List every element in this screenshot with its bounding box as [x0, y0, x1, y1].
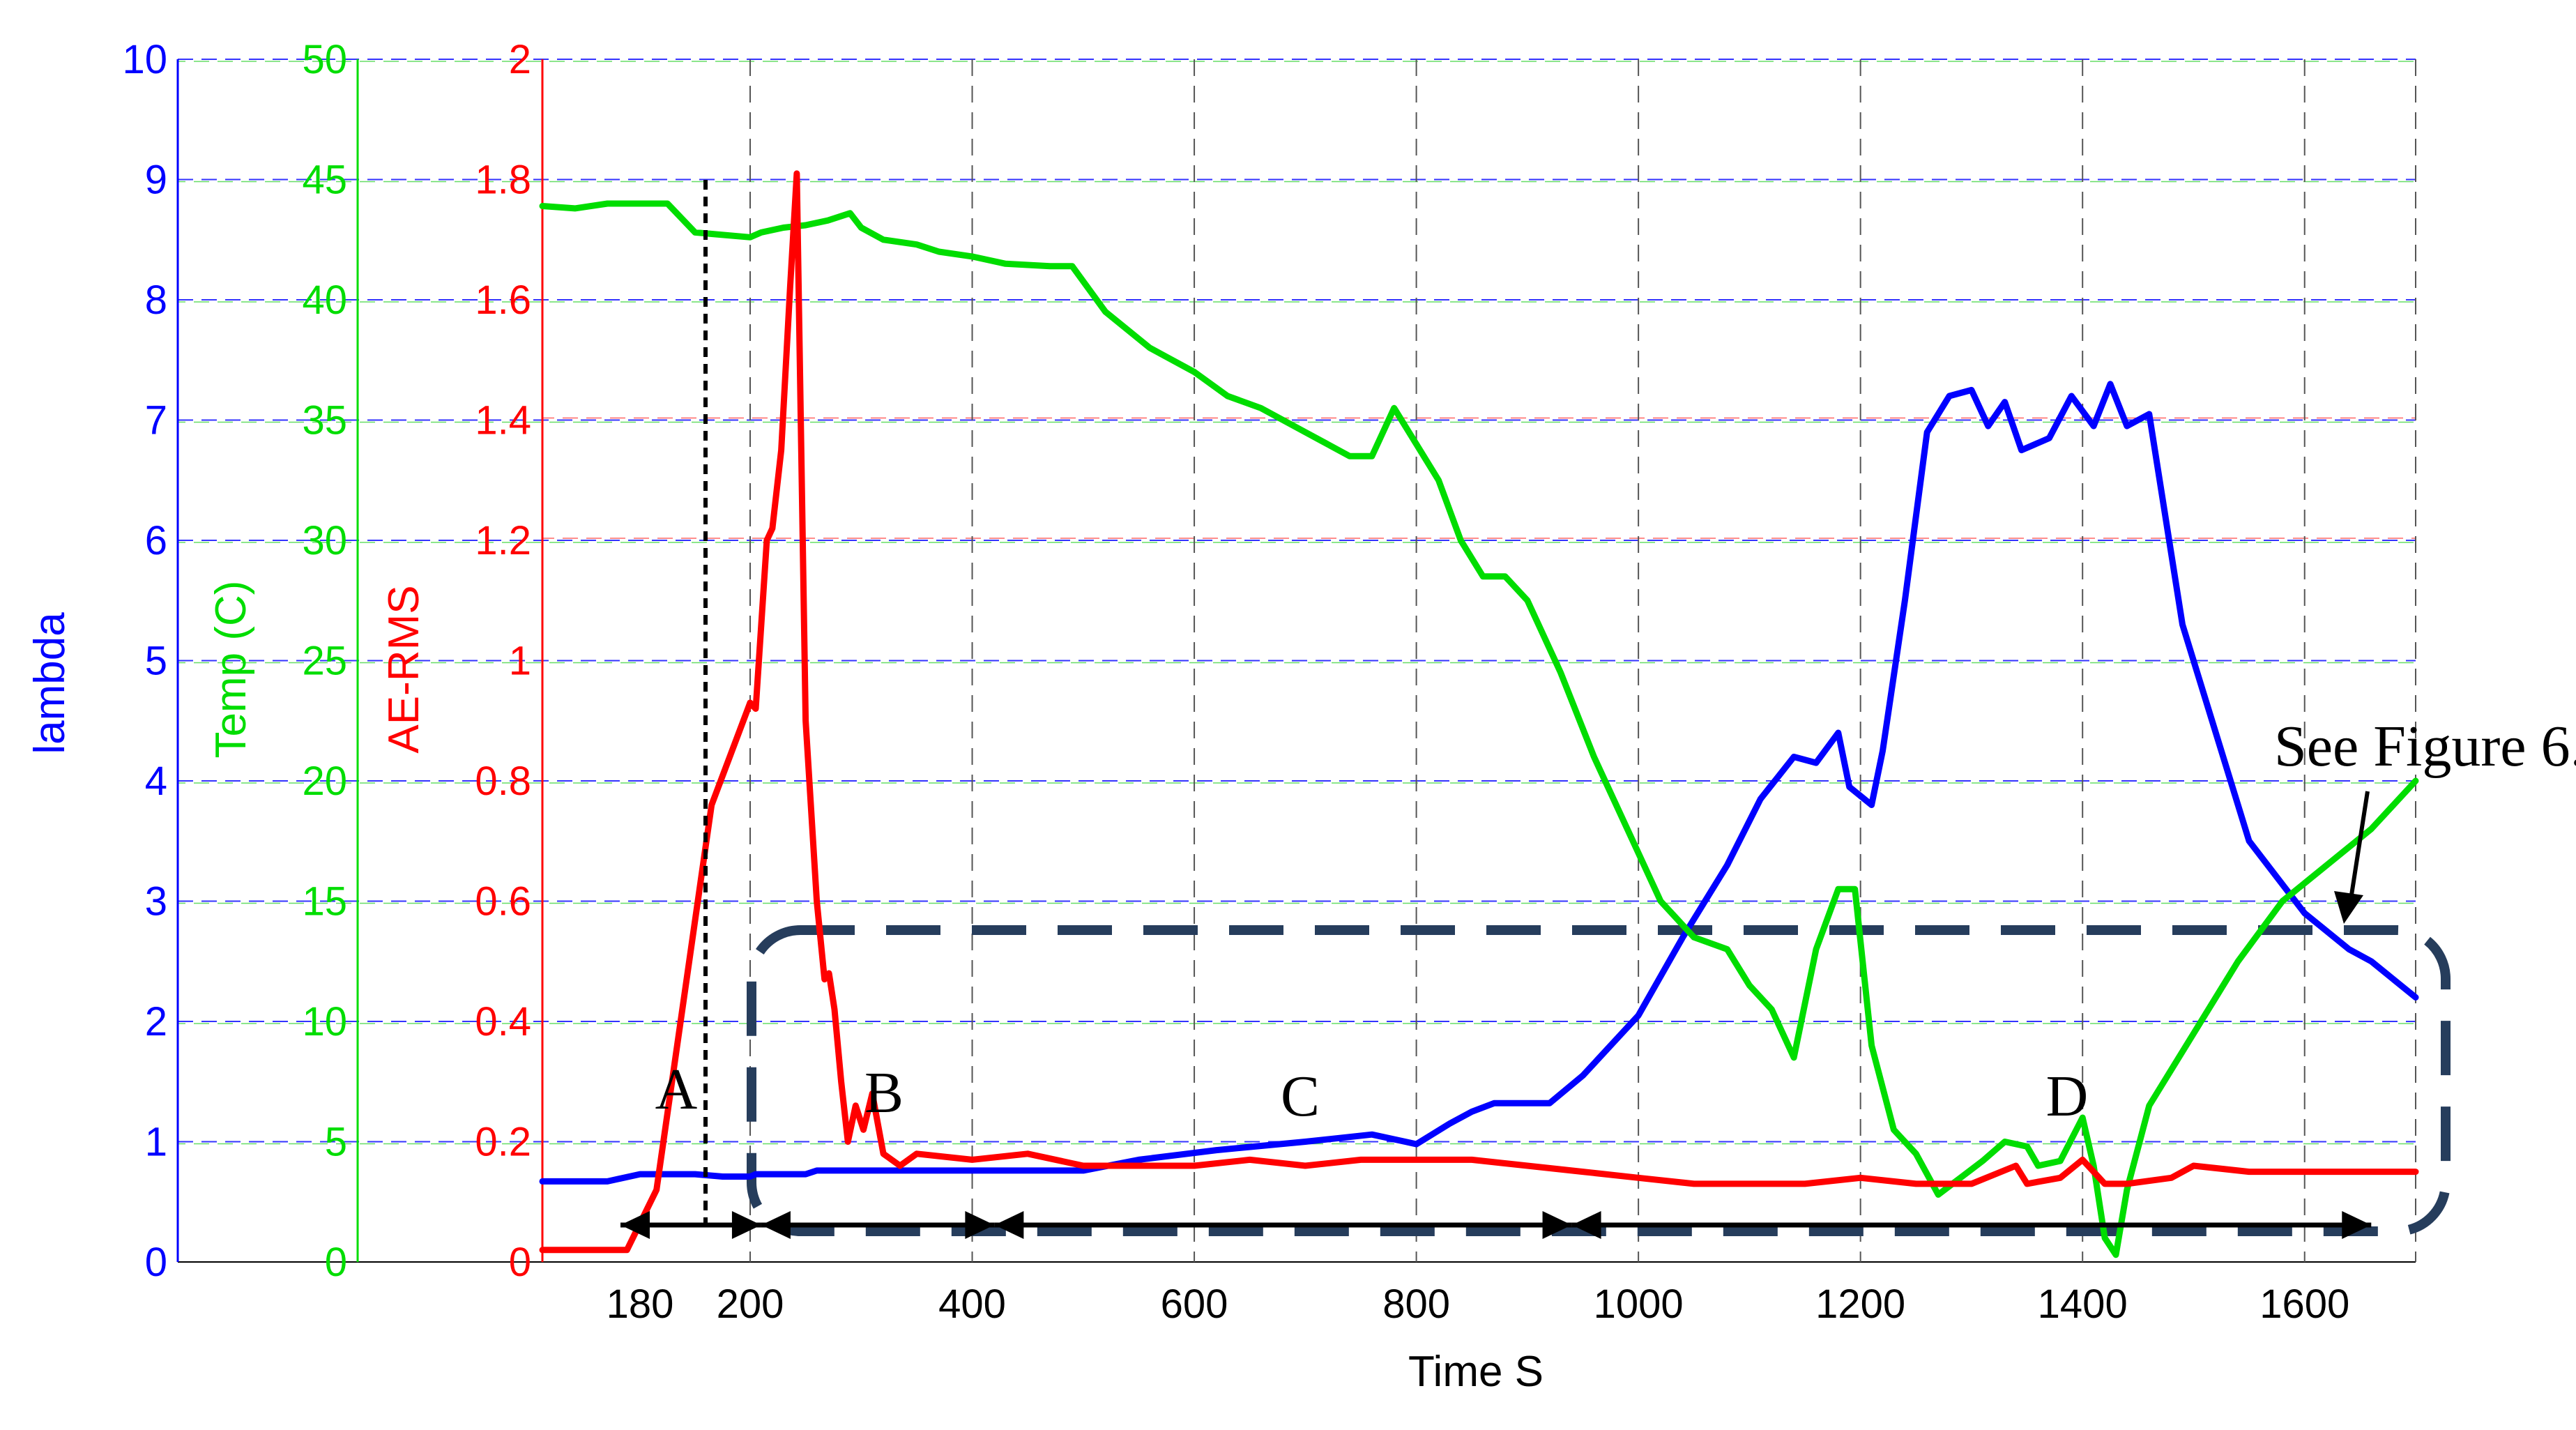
series-group	[539, 170, 2419, 1258]
ae-tick-label: 0.8	[475, 759, 531, 804]
h-gridline	[178, 178, 2416, 183]
temp-tick-label: 20	[302, 759, 347, 804]
h-gridline	[178, 538, 2416, 543]
lambda-tick-labels: 0 1 2 3 4 5 6 7 8 9 10	[122, 37, 167, 1285]
phase-label-D: D	[2046, 1064, 2089, 1129]
temp-tick-label: 15	[302, 879, 347, 925]
x-tick-label: 400	[938, 1281, 1006, 1327]
lambda-tick-label: 3	[145, 879, 167, 925]
lambda-tick-label: 9	[145, 158, 167, 203]
temp-tick-label: 35	[302, 398, 347, 443]
temp-tick-label: 30	[302, 518, 347, 563]
annotation-arrow-head	[2334, 891, 2363, 924]
h-gridline	[178, 780, 2416, 784]
ae-tick-label: 1	[509, 639, 531, 684]
ae-tick-label: 2	[509, 37, 531, 82]
temp-series-line	[539, 200, 2419, 1258]
h-gridline	[178, 660, 2416, 664]
x-tick-label: 200	[717, 1281, 784, 1327]
ae-tick-label: 1.8	[475, 158, 531, 203]
x-tick-label: 800	[1382, 1281, 1450, 1327]
ae-tick-label: 1.2	[475, 518, 531, 563]
ae-tick-label: 0.4	[475, 999, 531, 1044]
x-tick-label: 180	[607, 1281, 674, 1327]
lambda-tick-label: 5	[145, 639, 167, 684]
temp-tick-label: 5	[325, 1120, 347, 1165]
x-tick-label: 1000	[1594, 1281, 1684, 1327]
lambda-tick-label: 1	[145, 1120, 167, 1165]
x-tick-labels: 180 200 400 600 800 1000 1200 1400 1600	[607, 1281, 2350, 1327]
arrow-head	[1542, 1211, 1572, 1239]
arrow-head	[620, 1211, 650, 1239]
lambda-series-line	[539, 381, 2419, 1185]
temp-tick-label: 50	[302, 37, 347, 82]
temp-axis-title: Temp (C)	[207, 581, 255, 759]
temp-tick-label: 25	[302, 639, 347, 684]
lambda-tick-label: 4	[145, 759, 167, 804]
arrow-head	[965, 1211, 995, 1239]
arrow-head	[994, 1211, 1024, 1239]
x-tick-label: 1200	[1815, 1281, 1905, 1327]
ae-tick-label: 0	[509, 1240, 531, 1285]
ae-tick-label: 1.4	[475, 398, 531, 443]
arrow-head	[2342, 1211, 2372, 1239]
lambda-axis-title: lambda	[26, 612, 74, 754]
x-tick-label: 600	[1161, 1281, 1228, 1327]
phase-label-B: B	[864, 1060, 904, 1125]
h-gridline	[178, 299, 2416, 303]
h-gridline	[178, 900, 2416, 904]
arrow-head	[761, 1211, 791, 1239]
horizontal-gridlines	[178, 59, 2416, 1263]
ae-series-line	[539, 170, 2419, 1254]
h-gridline	[178, 59, 2416, 62]
ae-tick-labels: 0 0.2 0.4 0.6 0.8 1 1.2 1.4 1.6 1.8 2	[475, 37, 531, 1285]
ae-tick-label: 0.2	[475, 1120, 531, 1165]
phase-arrows: A B C D	[620, 1057, 2372, 1239]
phase-label-C: C	[1281, 1064, 1320, 1129]
ae-tick-label: 1.6	[475, 277, 531, 323]
x-tick-label: 1400	[2038, 1281, 2128, 1327]
temp-tick-labels: 0 5 10 15 20 25 30 35 40 45 50	[302, 37, 347, 1285]
lambda-tick-label: 8	[145, 277, 167, 323]
phase-label-A: A	[655, 1057, 698, 1122]
see-figure-annotation: See Figure 6.	[2274, 714, 2576, 779]
lambda-tick-label: 10	[122, 37, 167, 82]
lambda-tick-label: 6	[145, 518, 167, 563]
x-axis-title: Time S	[1408, 1348, 1544, 1396]
temp-tick-label: 40	[302, 277, 347, 323]
lambda-tick-label: 7	[145, 398, 167, 443]
arrow-head	[1571, 1211, 1601, 1239]
lambda-tick-label: 2	[145, 999, 167, 1044]
h-gridline	[178, 417, 2416, 423]
highlight-box	[747, 925, 2451, 1236]
arrow-head	[731, 1211, 761, 1239]
temp-tick-label: 0	[325, 1240, 347, 1285]
temp-tick-label: 10	[302, 999, 347, 1044]
h-gridline	[178, 1021, 2416, 1024]
temp-tick-label: 45	[302, 158, 347, 203]
ae-axis-title: AE-RMS	[380, 585, 428, 753]
lambda-tick-label: 0	[145, 1240, 167, 1285]
ae-tick-label: 0.6	[475, 879, 531, 925]
x-tick-label: 1600	[2259, 1281, 2349, 1327]
annotation-arrow-line	[2349, 791, 2370, 900]
